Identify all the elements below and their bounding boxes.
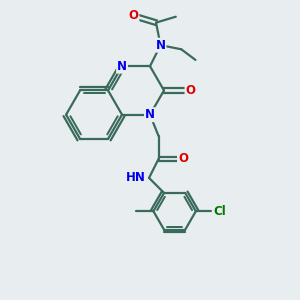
Text: N: N	[155, 39, 166, 52]
Text: O: O	[128, 9, 139, 22]
Text: O: O	[178, 152, 188, 166]
Text: HN: HN	[126, 171, 146, 184]
Text: O: O	[185, 84, 196, 97]
Text: Cl: Cl	[213, 205, 226, 218]
Text: N: N	[145, 108, 155, 121]
Text: N: N	[117, 60, 127, 73]
